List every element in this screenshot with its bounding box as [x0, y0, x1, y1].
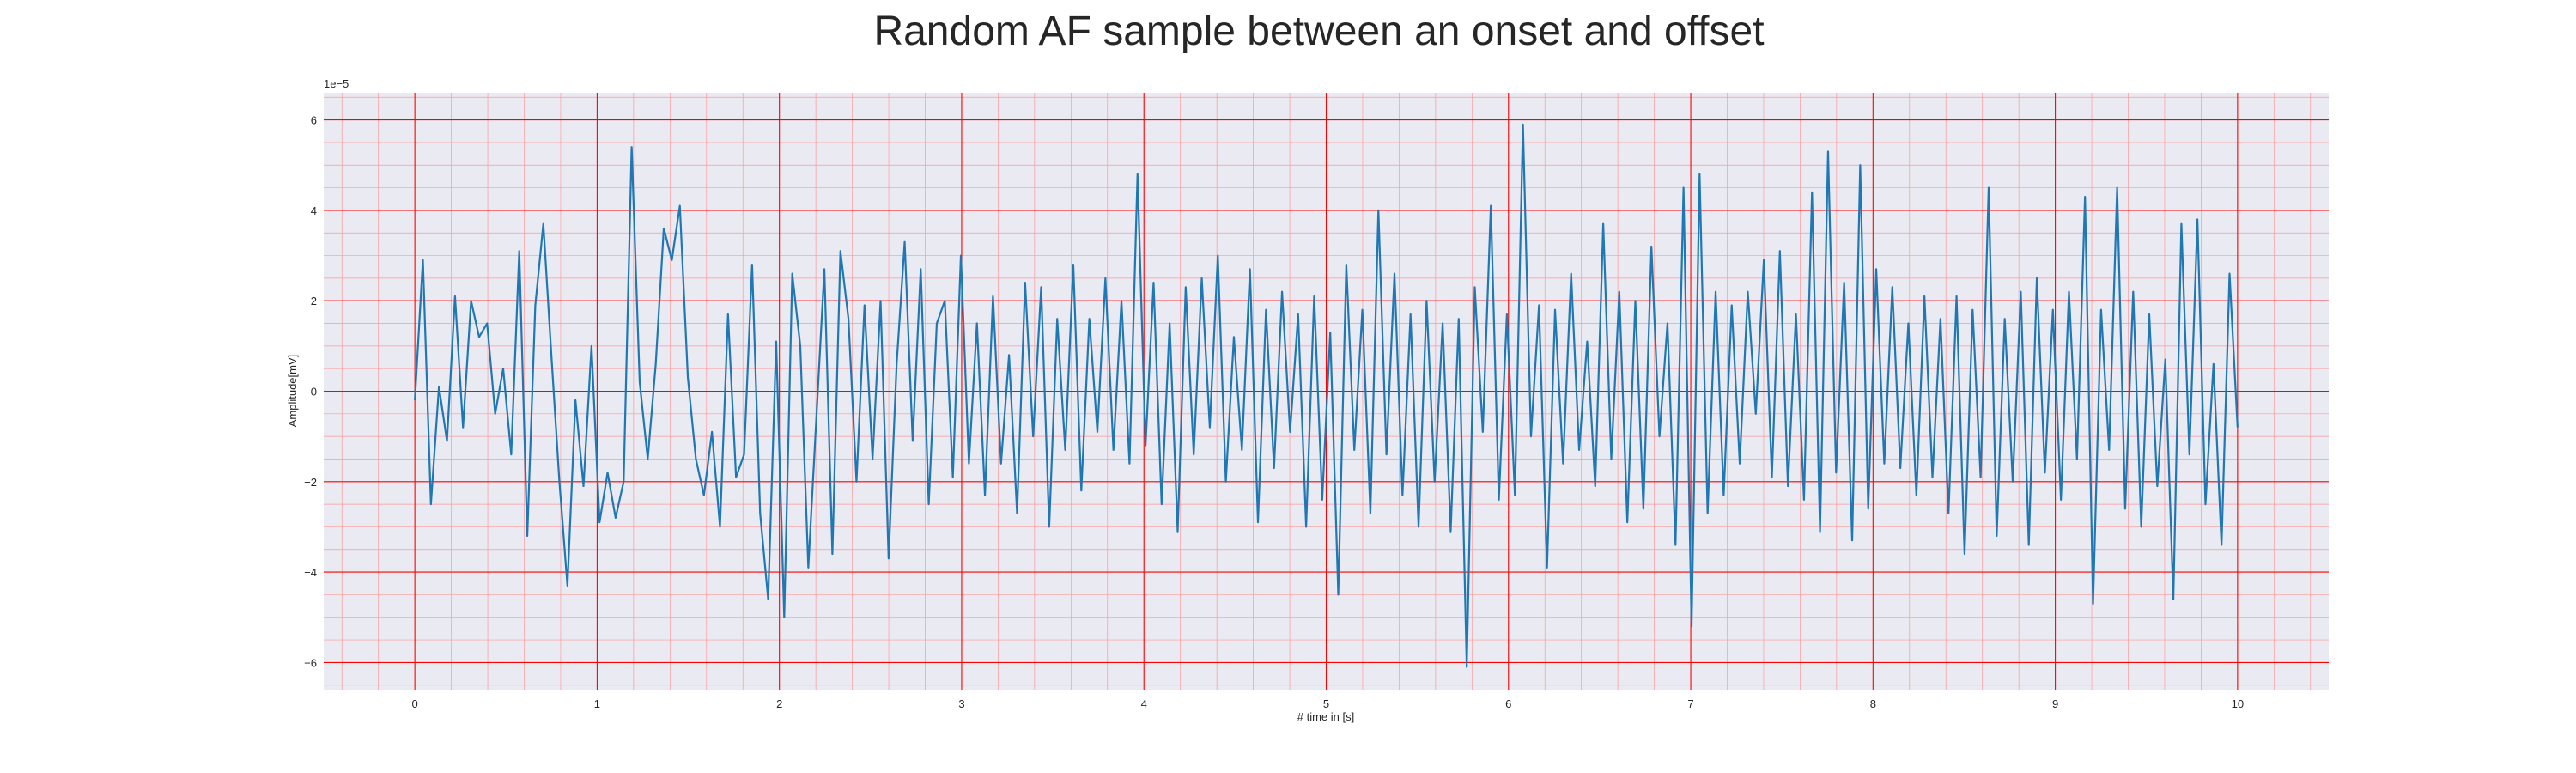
x-tick-label: 2	[776, 697, 782, 710]
x-tick-label: 7	[1687, 697, 1693, 710]
y-tick-label: 4	[311, 204, 317, 217]
y-axis-label: Amplitude[mV]	[286, 355, 299, 428]
y-tick-label: 6	[311, 114, 317, 127]
x-axis-label: # time in [s]	[1297, 710, 1354, 723]
x-axis-ticks: 0 1 2 3 4 5 6 7 8 9 10	[412, 697, 2245, 710]
x-tick-label: 6	[1505, 697, 1511, 710]
x-tick-label: 10	[2232, 697, 2244, 710]
chart-title: Random AF sample between an onset and of…	[873, 9, 1764, 54]
major-grid	[324, 93, 2329, 690]
x-tick-label: 1	[594, 697, 600, 710]
y-axis-ticks: −6 −4 −2 0 2 4 6	[304, 114, 317, 670]
y-tick-label: −6	[304, 656, 317, 669]
y-tick-label: −4	[304, 566, 317, 579]
x-tick-label: 4	[1141, 697, 1147, 710]
x-tick-label: 3	[958, 697, 964, 710]
x-tick-label: 0	[412, 697, 418, 710]
y-tick-label: −2	[304, 476, 317, 489]
x-tick-label: 9	[2052, 697, 2058, 710]
signal-line	[414, 123, 2239, 668]
x-tick-label: 8	[1870, 697, 1876, 710]
x-tick-label: 5	[1323, 697, 1329, 710]
y-offset-label: 1e−5	[324, 77, 349, 90]
y-tick-label: 2	[311, 295, 317, 307]
y-tick-label: 0	[311, 386, 317, 399]
